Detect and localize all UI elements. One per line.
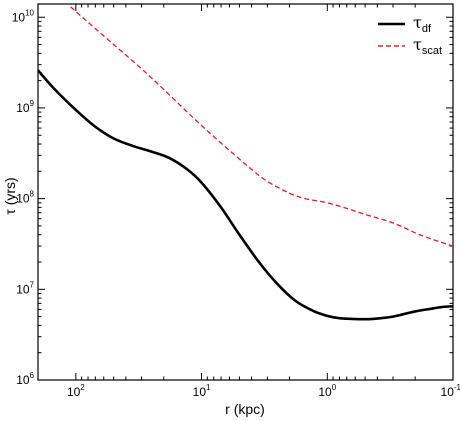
x-tick-label: 10-1 [441, 383, 460, 399]
x-axis-label: r (kpc) [225, 401, 265, 417]
legend-label-df: τdf [413, 13, 432, 35]
y-tick-label-exp: 10 [25, 8, 34, 17]
y-tick-label-base: 10 [16, 101, 30, 115]
y-tick-label-exp: 6 [30, 371, 35, 380]
y-tick-label-base: 10 [16, 373, 30, 387]
x-tick-label-exp: 2 [80, 383, 85, 392]
y-tick-label: 107 [16, 280, 34, 296]
x-tick-label-base: 10 [441, 385, 455, 399]
y-tick-label-exp: 8 [30, 190, 35, 199]
x-tick-label: 102 [67, 383, 85, 399]
x-tick-label-base: 10 [318, 385, 332, 399]
y-tick-label-exp: 9 [30, 99, 35, 108]
ticks [37, 4, 454, 381]
x-tick-label-base: 10 [67, 385, 81, 399]
legend: τdf τscat [378, 13, 442, 57]
x-tick-label-exp: 0 [332, 383, 337, 392]
legend-label-scat: τscat [413, 35, 442, 57]
x-tick-label: 101 [193, 383, 211, 399]
y-tick-label-base: 10 [16, 282, 30, 296]
x-tick-label-base: 10 [193, 385, 207, 399]
y-tick-label: 108 [16, 190, 34, 206]
series-line-df [38, 69, 453, 321]
y-tick-label-base: 10 [12, 10, 26, 24]
x-tick-label-exp: 1 [206, 383, 211, 392]
x-tick-label: 100 [318, 383, 336, 399]
y-tick-label-exp: 7 [30, 280, 35, 289]
series-group [38, 6, 453, 321]
x-tick-label-exp: -1 [454, 383, 460, 392]
plot-frame [37, 3, 454, 381]
y-tick-label: 1010 [12, 8, 35, 24]
y-axis-label: τ (yrs) [2, 177, 18, 214]
y-tick-label-base: 10 [16, 192, 30, 206]
y-tick-label: 106 [16, 371, 34, 387]
y-tick-label: 109 [16, 99, 34, 115]
series-line-scat [70, 6, 453, 247]
